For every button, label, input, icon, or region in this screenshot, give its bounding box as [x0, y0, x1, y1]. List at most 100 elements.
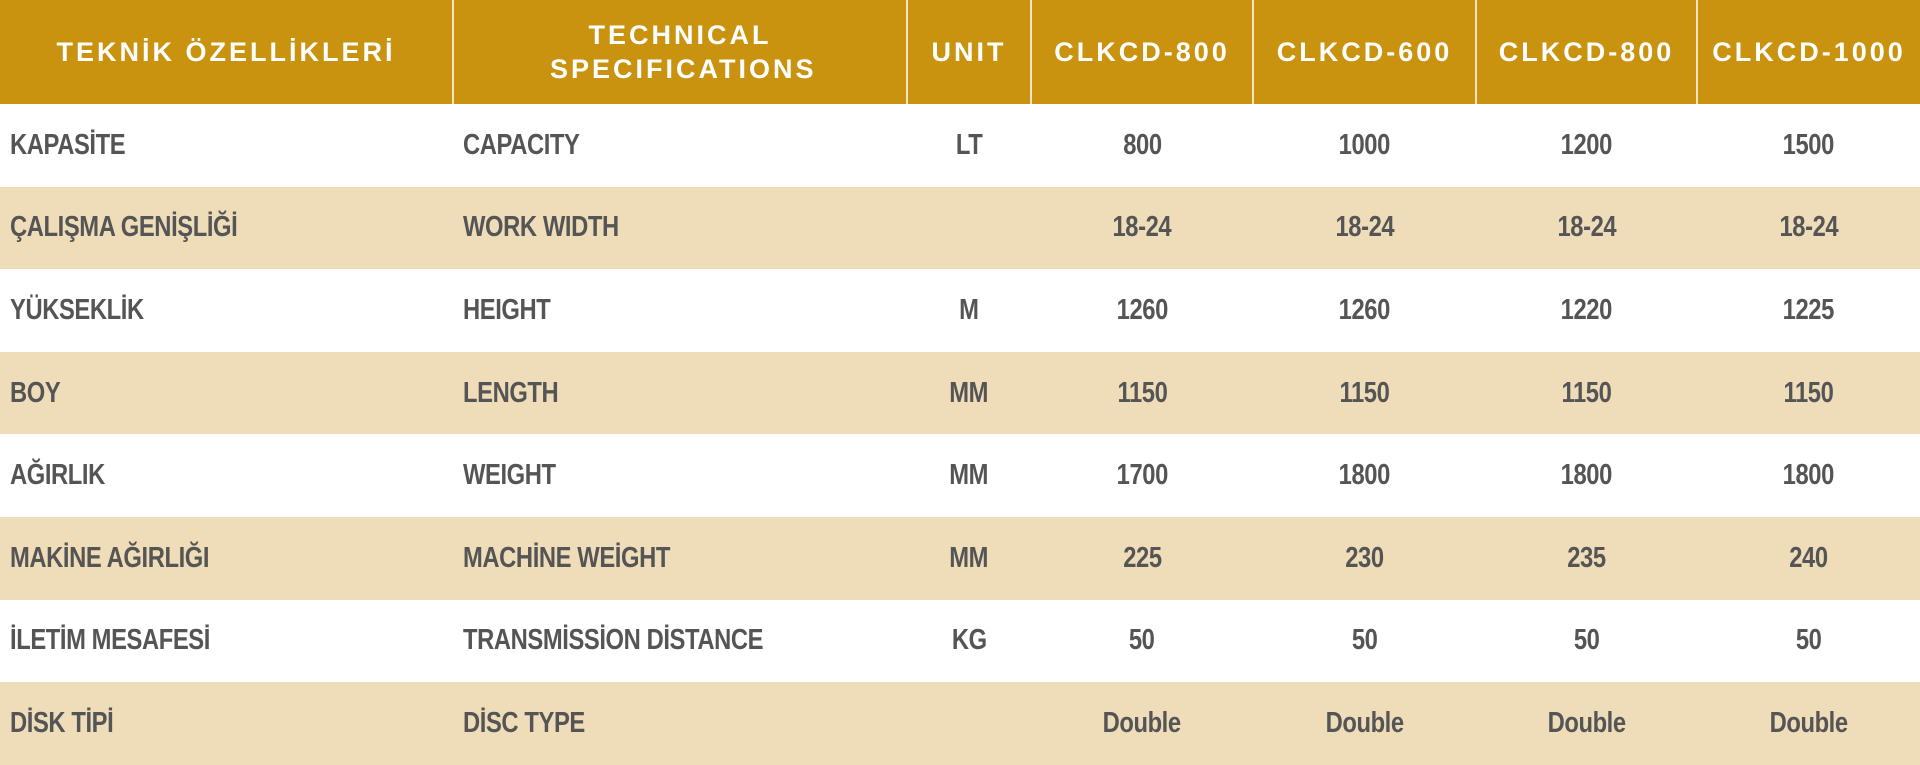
- value-cell: 50: [1697, 600, 1920, 683]
- label-tr-text: İLETİM MESAFESİ: [10, 624, 210, 657]
- value-text: 1500: [1782, 128, 1835, 161]
- label-tr: DİSK TİPİ: [0, 682, 453, 765]
- header-model-2: CLKCD-600: [1252, 0, 1476, 104]
- unit-cell-text: MM: [949, 541, 989, 574]
- unit-cell-text: KG: [951, 624, 987, 657]
- value-cell: 1150: [1253, 351, 1476, 435]
- value-text: 18-24: [1112, 211, 1172, 244]
- value-text: 1800: [1782, 459, 1835, 492]
- value-cell: 800: [1031, 104, 1253, 187]
- unit-cell: MM: [907, 434, 1031, 517]
- value-text: 1800: [1338, 459, 1391, 492]
- value-text: Double: [1547, 706, 1626, 739]
- value-cell: 225: [1031, 516, 1253, 600]
- value-cell: 1500: [1697, 104, 1920, 187]
- label-tr-text: AĞIRLIK: [10, 459, 105, 492]
- value-cell: 1200: [1476, 104, 1697, 187]
- label-en: TRANSMİSSİON DİSTANCE: [453, 600, 907, 683]
- label-tr-text: DİSK TİPİ: [10, 706, 114, 739]
- header-teknik: TEKNİK ÖZELLİKLERİ: [0, 0, 453, 104]
- value-text: 50: [1351, 624, 1378, 657]
- label-en: MACHİNE WEİGHT: [453, 516, 907, 600]
- value-text: Double: [1102, 706, 1182, 739]
- value-cell: 1700: [1031, 434, 1253, 517]
- value-cell: 18-24: [1253, 186, 1476, 270]
- label-en-text: CAPACITY: [463, 128, 580, 161]
- label-tr-text: YÜKSEKLİK: [10, 293, 144, 326]
- label-tr: ÇALIŞMA GENİŞLİĞİ: [0, 186, 453, 270]
- value-text: 230: [1345, 541, 1384, 574]
- label-en: WEIGHT: [453, 434, 907, 517]
- value-text: 1000: [1338, 128, 1391, 161]
- table-row: KAPASİTE CAPACITY LT 800 1000 1200 1500: [0, 104, 1920, 187]
- value-text: Double: [1769, 706, 1848, 739]
- value-cell: Double: [1031, 682, 1253, 765]
- unit-cell-text: M: [959, 293, 979, 326]
- value-cell: 50: [1476, 600, 1697, 683]
- label-en: LENGTH: [453, 351, 907, 435]
- label-en-text: WEIGHT: [463, 459, 556, 492]
- label-tr: AĞIRLIK: [0, 434, 453, 517]
- value-text: Double: [1325, 706, 1404, 739]
- value-text: 1220: [1560, 293, 1613, 326]
- label-en-text: MACHİNE WEİGHT: [463, 541, 670, 574]
- value-text: 240: [1789, 541, 1828, 574]
- unit-cell: MM: [907, 516, 1031, 600]
- table-row: YÜKSEKLİK HEIGHT M 1260 1260 1220 1225: [0, 269, 1920, 352]
- label-en-text: DİSC TYPE: [463, 706, 585, 739]
- label-tr: İLETİM MESAFESİ: [0, 600, 453, 683]
- value-cell: 1150: [1476, 351, 1697, 435]
- unit-cell: M: [907, 269, 1031, 352]
- value-text: 235: [1567, 541, 1606, 574]
- value-text: 18-24: [1557, 211, 1616, 244]
- header-unit: UNIT: [906, 0, 1031, 104]
- value-text: 1700: [1116, 459, 1168, 492]
- value-text: 1800: [1560, 459, 1613, 492]
- value-cell: 1000: [1253, 104, 1476, 187]
- table-row: MAKİNE AĞIRLIĞI MACHİNE WEİGHT MM 225 230 235…: [0, 516, 1920, 600]
- label-tr-text: MAKİNE AĞIRLIĞI: [10, 541, 210, 574]
- value-cell: Double: [1697, 682, 1920, 765]
- header-model-3: CLKCD-800: [1475, 0, 1697, 104]
- header-technical: TECHNICAL SPECIFICATIONS: [452, 0, 907, 104]
- label-tr: MAKİNE AĞIRLIĞI: [0, 516, 453, 600]
- label-tr-text: KAPASİTE: [10, 128, 126, 161]
- value-cell: 1260: [1253, 269, 1476, 352]
- value-text: 1150: [1117, 376, 1167, 409]
- label-tr-text: BOY: [10, 376, 61, 409]
- label-en-text: HEIGHT: [463, 293, 551, 326]
- value-text: 1260: [1338, 293, 1391, 326]
- label-en-text: TRANSMİSSİON DİSTANCE: [463, 624, 764, 657]
- table-row: BOY LENGTH MM 1150 1150 1150 1150: [0, 351, 1920, 435]
- value-cell: 230: [1253, 516, 1476, 600]
- value-cell: 50: [1031, 600, 1253, 683]
- unit-cell: [907, 682, 1031, 765]
- label-tr: BOY: [0, 351, 453, 435]
- value-text: 225: [1122, 541, 1162, 574]
- value-cell: 235: [1476, 516, 1697, 600]
- value-cell: 50: [1253, 600, 1476, 683]
- value-cell: 1800: [1253, 434, 1476, 517]
- table-row: AĞIRLIK WEIGHT MM 1700 1800 1800 1800: [0, 434, 1920, 517]
- unit-cell: LT: [907, 104, 1031, 187]
- value-cell: 1800: [1697, 434, 1920, 517]
- table-row: ÇALIŞMA GENİŞLİĞİ WORK WIDTH 18-24 18-24 18-…: [0, 186, 1920, 270]
- label-tr-text: ÇALIŞMA GENİŞLİĞİ: [10, 211, 238, 244]
- header-row: TEKNİK ÖZELLİKLERİ TECHNICAL SPECIFICATI…: [0, 0, 1920, 104]
- value-cell: 18-24: [1697, 186, 1920, 270]
- value-cell: 1150: [1031, 351, 1253, 435]
- label-en: DİSC TYPE: [453, 682, 907, 765]
- value-cell: Double: [1253, 682, 1476, 765]
- label-en: HEIGHT: [453, 269, 907, 352]
- label-en: WORK WIDTH: [453, 186, 907, 270]
- value-text: 1200: [1560, 128, 1613, 161]
- table-row: DİSK TİPİ DİSC TYPE Double Double Double Doub…: [0, 682, 1920, 765]
- unit-cell: [907, 186, 1031, 270]
- label-en: CAPACITY: [453, 104, 907, 187]
- value-text: 1225: [1782, 293, 1835, 326]
- table-row: İLETİM MESAFESİ TRANSMİSSİON DİSTANCE KG 50…: [0, 600, 1920, 683]
- label-en-text: LENGTH: [463, 376, 559, 409]
- label-tr: YÜKSEKLİK: [0, 269, 453, 352]
- value-cell: 1150: [1697, 351, 1920, 435]
